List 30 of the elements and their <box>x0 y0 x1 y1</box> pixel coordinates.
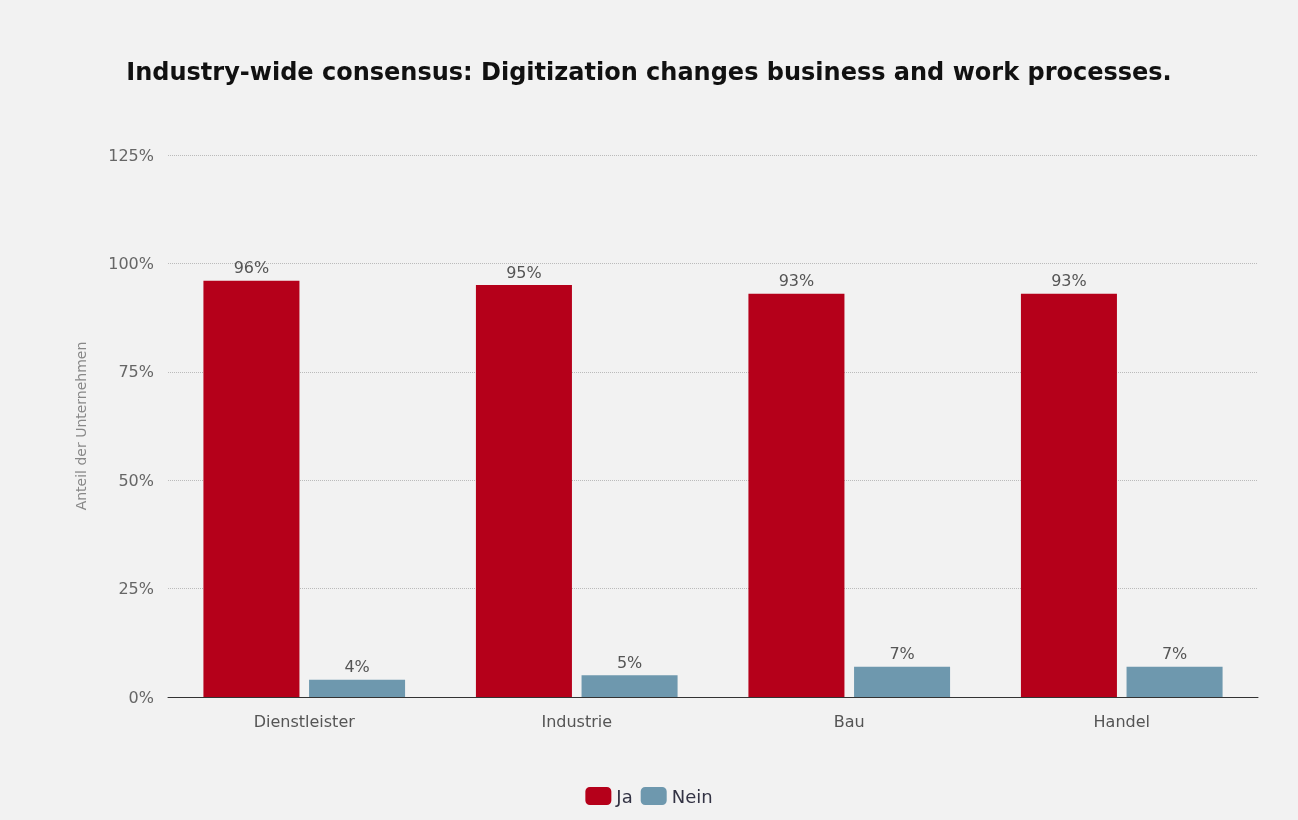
y-tick-label: 125% <box>108 145 154 165</box>
y-tick-label: 100% <box>108 253 154 273</box>
chart-title: Industry-wide consensus: Digitization changes business and work processes. <box>126 58 1172 86</box>
bar <box>748 293 845 697</box>
data-label: 5% <box>616 652 643 672</box>
x-tick-label: Industrie <box>541 711 613 731</box>
data-label: 93% <box>1051 271 1087 291</box>
y-tick-label: 0% <box>128 687 154 707</box>
data-label: 95% <box>506 262 542 282</box>
bar <box>581 675 678 697</box>
data-label: 7% <box>1161 644 1188 664</box>
legend-label: Ja <box>615 785 633 807</box>
data-label: 93% <box>778 271 815 291</box>
x-tick-label: Bau <box>833 711 865 731</box>
bar <box>309 679 406 697</box>
y-axis-title: Anteil der Unternehmen <box>73 341 89 511</box>
data-label: 96% <box>233 258 270 278</box>
bar <box>1020 293 1117 697</box>
data-label: 7% <box>889 644 915 664</box>
bar <box>203 280 300 697</box>
data-label: 4% <box>344 657 370 677</box>
x-tick-label: Handel <box>1093 711 1150 731</box>
y-tick-label: 25% <box>118 579 154 599</box>
bar <box>475 285 572 697</box>
bar <box>1126 666 1223 697</box>
x-tick-label: Dienstleister <box>253 711 356 731</box>
bar <box>854 666 951 697</box>
y-tick-label: 75% <box>118 362 154 382</box>
y-tick-label: 50% <box>118 470 154 490</box>
legend-label: Nein <box>671 785 713 807</box>
